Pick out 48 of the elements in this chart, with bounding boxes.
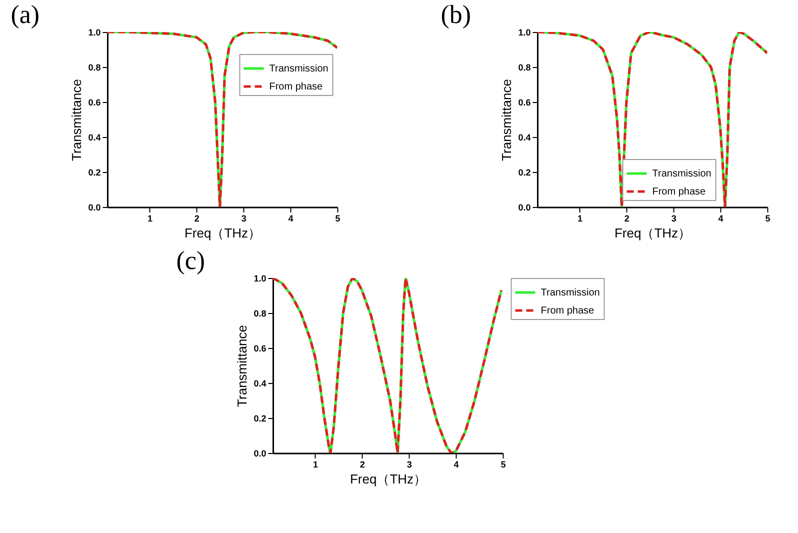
x-axis-title: Freq（THz） [614,226,692,240]
y-tick-label: 0.8 [88,62,101,72]
chart-title: (c) [176,246,206,275]
legend-label: From phase [269,82,324,92]
legend-label: Transmission [269,64,328,74]
legend-label: Transmission [540,288,600,298]
y-tick-label: 1.0 [518,28,531,38]
y-tick-label: 0.0 [254,448,266,458]
x-tick-label: 4 [288,214,294,224]
y-tick-label: 1.0 [254,274,266,284]
y-tick-label: 0.0 [518,202,531,212]
y-tick-label: 0.6 [518,98,531,108]
x-axis-title: Freq（THz） [350,472,427,486]
y-axis-title: Transmittance [499,79,514,161]
y-tick-label: 1.0 [88,28,101,38]
legend-label: From phase [652,186,706,198]
y-tick-label: 0.2 [254,414,266,424]
x-tick-label: 2 [360,460,365,470]
y-tick-label: 0.8 [518,62,531,72]
x-tick-label: 4 [718,214,724,224]
x-axis-title: Freq（THz） [184,226,262,240]
x-tick-label: 1 [577,214,582,224]
y-tick-label: 0.0 [88,202,101,212]
legend-label: From phase [540,306,595,316]
x-tick-label: 2 [624,214,630,224]
y-axis-title: Transmittance [69,79,84,161]
x-tick-label: 5 [335,214,340,224]
y-tick-label: 0.4 [518,132,531,142]
x-tick-label: 5 [500,460,506,470]
chart-title: (a) [10,0,40,29]
x-tick-label: 2 [194,214,200,224]
y-tick-label: 0.4 [88,132,101,142]
y-tick-label: 0.2 [518,168,531,178]
y-tick-label: 0.4 [254,378,266,388]
y-axis-title: Transmittance [234,325,250,407]
y-tick-label: 0.2 [88,168,101,178]
x-tick-label: 3 [406,460,412,470]
x-tick-label: 3 [671,214,676,224]
y-tick-label: 0.6 [254,344,266,354]
x-tick-label: 1 [312,460,318,470]
x-tick-label: 5 [765,214,770,224]
x-tick-label: 3 [241,214,246,224]
y-tick-label: 0.6 [88,98,101,108]
x-tick-label: 4 [454,460,459,470]
y-tick-label: 0.8 [254,308,266,318]
legend-label: Transmission [652,168,712,180]
x-tick-label: 1 [147,214,152,224]
chart-title: (b) [440,0,472,29]
